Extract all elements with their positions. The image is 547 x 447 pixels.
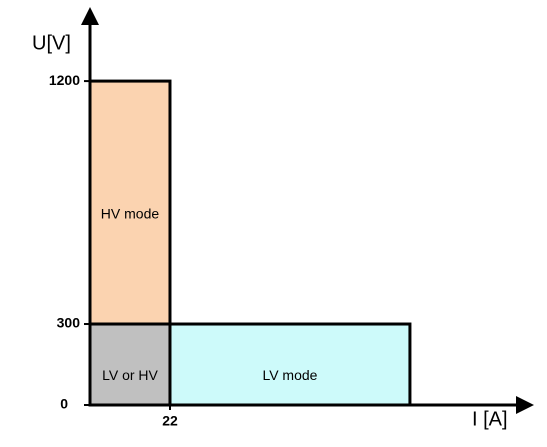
- x-tick-label: 22: [162, 413, 178, 429]
- region: [88, 79, 172, 326]
- regions: HV mode LV or HV LV mode: [88, 79, 412, 407]
- region: [168, 322, 412, 407]
- region-label: HV mode: [101, 205, 160, 221]
- region-label: LV or HV: [102, 367, 158, 383]
- y-tick-label: 300: [57, 315, 81, 331]
- region-label: LV mode: [262, 367, 317, 383]
- y-tick-label: 0: [60, 396, 68, 412]
- x-axis-label: I [A]: [472, 408, 508, 430]
- region: [88, 322, 172, 407]
- y-tick-label: 1200: [49, 72, 80, 88]
- y-axis-label: U[V]: [32, 32, 71, 54]
